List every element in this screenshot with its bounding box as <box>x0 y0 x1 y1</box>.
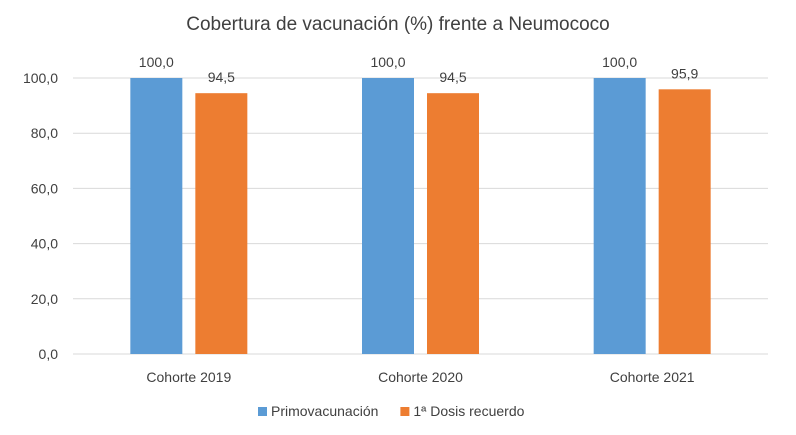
bar <box>427 93 479 355</box>
legend-swatch <box>258 407 267 416</box>
data-label: 100,0 <box>139 54 174 70</box>
legend: Primovacunación 1ª Dosis recuerdo <box>258 403 525 419</box>
x-tick-label: Cohorte 2021 <box>610 369 695 385</box>
y-tick-label: 100,0 <box>23 70 58 86</box>
data-label: 94,5 <box>208 69 235 85</box>
chart-title: Cobertura de vacunación (%) frente a Neu… <box>186 14 610 35</box>
legend-swatch <box>400 407 410 416</box>
data-labels: 100,0 94,5 100,0 94,5 100,0 95,9 <box>139 54 699 85</box>
bar <box>195 93 248 355</box>
gridlines <box>73 77 768 355</box>
y-tick-label: 40,0 <box>31 236 58 252</box>
data-label: 94,5 <box>439 69 466 85</box>
legend-label: 1ª Dosis recuerdo <box>413 403 524 419</box>
x-axis-ticks: Cohorte 2019 Cohorte 2020 Cohorte 2021 <box>146 369 694 385</box>
bar <box>130 78 183 354</box>
y-axis-ticks: 0,0 20,0 40,0 60,0 80,0 100,0 <box>23 70 58 362</box>
data-label: 100,0 <box>602 54 637 70</box>
bar <box>362 78 414 354</box>
bar <box>593 78 646 354</box>
bars <box>130 78 711 355</box>
y-tick-label: 80,0 <box>31 125 58 141</box>
legend-label: Primovacunación <box>271 403 378 419</box>
x-tick-label: Cohorte 2019 <box>146 369 231 385</box>
data-label: 95,9 <box>671 65 698 81</box>
y-tick-label: 0,0 <box>39 346 59 362</box>
y-tick-label: 20,0 <box>31 291 58 307</box>
bar <box>658 89 711 354</box>
y-tick-label: 60,0 <box>31 180 58 196</box>
x-tick-label: Cohorte 2020 <box>378 369 463 385</box>
data-label: 100,0 <box>370 54 405 70</box>
